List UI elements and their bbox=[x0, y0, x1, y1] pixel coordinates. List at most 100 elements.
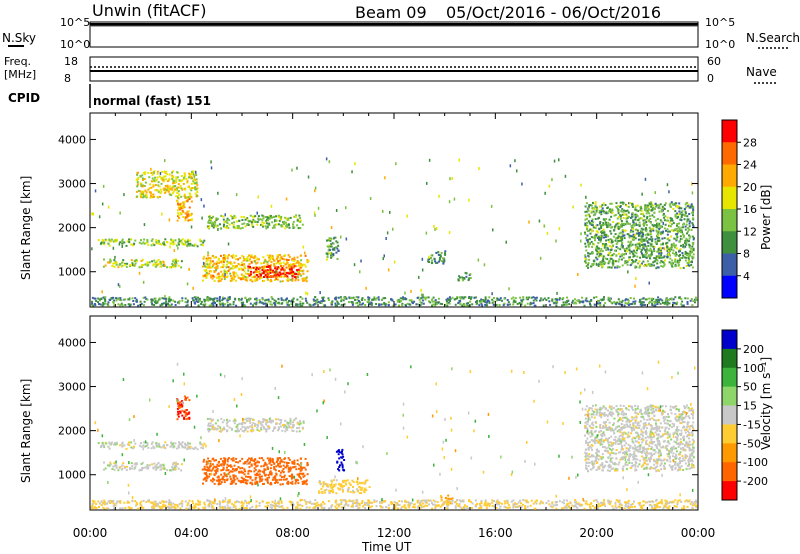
data-cell bbox=[115, 261, 118, 264]
data-cell bbox=[620, 231, 623, 234]
data-cell bbox=[666, 245, 669, 248]
data-cell bbox=[203, 300, 206, 303]
data-cell bbox=[278, 422, 281, 425]
data-cell bbox=[488, 300, 491, 303]
data-cell bbox=[613, 214, 616, 217]
data-cell bbox=[622, 234, 625, 237]
data-cell bbox=[178, 208, 181, 211]
data-cell bbox=[227, 254, 230, 257]
data-cell bbox=[622, 256, 625, 259]
data-cell bbox=[283, 426, 285, 428]
data-cell bbox=[277, 259, 280, 262]
data-cell bbox=[599, 205, 601, 208]
data-cell bbox=[319, 291, 321, 295]
data-cell bbox=[639, 256, 642, 259]
data-cell bbox=[678, 296, 681, 299]
data-cell bbox=[641, 212, 644, 215]
data-cell bbox=[265, 222, 268, 225]
data-cell bbox=[172, 190, 175, 193]
data-cell bbox=[660, 252, 663, 255]
data-cell bbox=[166, 302, 169, 305]
data-cell bbox=[203, 239, 206, 242]
data-cell bbox=[174, 259, 177, 262]
data-cell bbox=[268, 473, 271, 476]
data-cell bbox=[246, 479, 249, 482]
data-cell bbox=[473, 296, 476, 299]
data-cell bbox=[279, 280, 282, 283]
data-cell bbox=[624, 249, 626, 252]
data-cell bbox=[650, 221, 652, 224]
data-cell bbox=[614, 233, 617, 236]
data-cell bbox=[588, 258, 591, 261]
data-cell bbox=[104, 296, 107, 299]
data-cell bbox=[194, 178, 197, 181]
data-cell bbox=[620, 225, 623, 228]
data-cell bbox=[128, 444, 131, 447]
data-cell bbox=[460, 296, 463, 299]
velocity-panel bbox=[89, 315, 699, 511]
data-cell bbox=[145, 195, 148, 198]
data-cell bbox=[213, 256, 216, 259]
data-cell bbox=[660, 265, 663, 268]
data-cell bbox=[255, 303, 258, 306]
data-cell bbox=[258, 461, 260, 464]
data-cell bbox=[416, 303, 419, 306]
data-cell bbox=[205, 260, 208, 263]
data-cell bbox=[436, 302, 439, 305]
data-cell bbox=[621, 253, 624, 256]
data-cell bbox=[269, 467, 272, 470]
data-cell bbox=[270, 473, 273, 476]
data-cell bbox=[333, 485, 336, 488]
data-cell bbox=[156, 189, 159, 192]
data-cell bbox=[137, 171, 139, 174]
data-cell bbox=[600, 225, 603, 228]
data-cell bbox=[457, 279, 460, 282]
data-cell bbox=[632, 230, 635, 233]
data-cell bbox=[469, 297, 472, 300]
data-cell bbox=[175, 181, 177, 184]
data-cell bbox=[229, 464, 232, 467]
data-cell bbox=[607, 446, 610, 449]
data-cell bbox=[216, 264, 219, 267]
data-cell bbox=[630, 240, 633, 243]
data-cell bbox=[273, 263, 276, 266]
data-cell bbox=[585, 195, 587, 199]
data-cell bbox=[610, 202, 613, 205]
data-cell bbox=[140, 445, 143, 448]
data-cell bbox=[491, 292, 493, 296]
data-cell bbox=[218, 297, 221, 300]
data-cell bbox=[236, 274, 239, 277]
data-cell bbox=[564, 301, 567, 304]
data-cell bbox=[588, 242, 591, 245]
data-cell bbox=[318, 490, 321, 493]
data-cell bbox=[680, 238, 683, 241]
data-cell bbox=[599, 240, 602, 243]
data-cell bbox=[587, 252, 590, 255]
data-cell bbox=[625, 204, 628, 207]
data-cell bbox=[648, 226, 651, 229]
data-cell bbox=[276, 268, 279, 270]
data-cell bbox=[661, 205, 664, 208]
data-cell bbox=[296, 459, 299, 462]
data-cell bbox=[257, 268, 260, 270]
data-cell bbox=[224, 220, 227, 223]
data-cell bbox=[691, 223, 694, 226]
data-cell bbox=[222, 304, 225, 307]
data-cell bbox=[621, 246, 624, 249]
data-cell bbox=[342, 468, 345, 471]
data-cell bbox=[647, 219, 650, 222]
data-cell bbox=[237, 461, 240, 464]
data-cell bbox=[340, 300, 343, 303]
data-cell bbox=[286, 225, 289, 228]
data-cell bbox=[216, 467, 219, 470]
data-cell bbox=[200, 446, 203, 449]
data-cell bbox=[604, 302, 607, 305]
data-cell bbox=[612, 252, 615, 255]
data-cell bbox=[612, 429, 615, 432]
data-cell bbox=[631, 213, 634, 216]
data-cell bbox=[279, 462, 281, 465]
data-cell bbox=[192, 173, 195, 176]
data-cell bbox=[286, 303, 289, 306]
data-cell bbox=[168, 298, 171, 300]
data-cell bbox=[355, 296, 358, 298]
